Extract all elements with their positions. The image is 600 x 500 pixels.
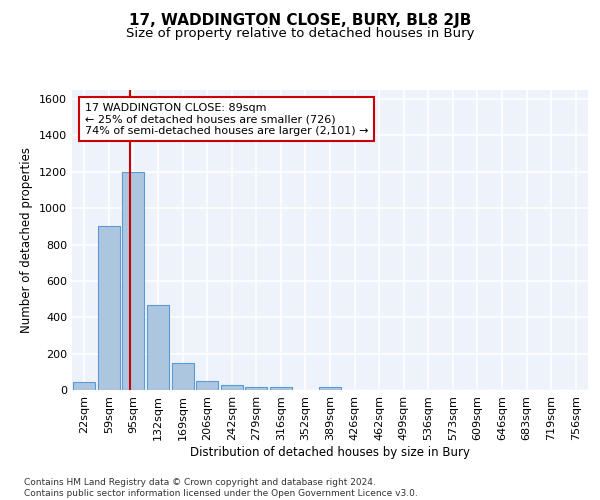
Text: Size of property relative to detached houses in Bury: Size of property relative to detached ho… [126, 28, 474, 40]
Text: 17 WADDINGTON CLOSE: 89sqm
← 25% of detached houses are smaller (726)
74% of sem: 17 WADDINGTON CLOSE: 89sqm ← 25% of deta… [85, 102, 368, 136]
Bar [319, 386, 341, 390]
Bar [196, 382, 218, 390]
Text: Contains HM Land Registry data © Crown copyright and database right 2024.
Contai: Contains HM Land Registry data © Crown c… [24, 478, 418, 498]
Bar [73, 382, 95, 390]
Bar [270, 388, 292, 390]
Text: 17, WADDINGTON CLOSE, BURY, BL8 2JB: 17, WADDINGTON CLOSE, BURY, BL8 2JB [129, 12, 471, 28]
Bar [147, 304, 169, 390]
Bar [98, 226, 120, 390]
Bar [122, 172, 145, 390]
Bar [221, 384, 243, 390]
Bar [245, 388, 268, 390]
X-axis label: Distribution of detached houses by size in Bury: Distribution of detached houses by size … [190, 446, 470, 458]
Bar [172, 362, 194, 390]
Y-axis label: Number of detached properties: Number of detached properties [20, 147, 34, 333]
